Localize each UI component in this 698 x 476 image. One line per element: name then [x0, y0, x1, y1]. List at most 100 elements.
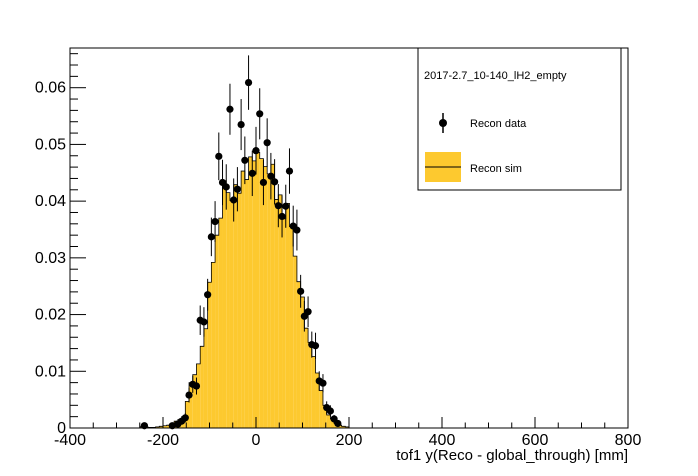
data-point	[192, 377, 201, 395]
sim-bin	[274, 199, 279, 428]
sim-bin	[282, 218, 286, 428]
sim-bin	[185, 401, 190, 428]
sim-bin	[229, 200, 234, 428]
sim-bin	[259, 158, 264, 428]
sim-bin	[159, 426, 163, 428]
x-axis-title: tof1 y(Reco - global_through) [mm]	[396, 447, 628, 464]
sim-bin	[319, 390, 323, 428]
data-point	[263, 118, 271, 168]
sim-bin	[218, 218, 223, 428]
data-point	[244, 55, 253, 110]
data-point	[326, 405, 334, 417]
data-point	[237, 99, 245, 151]
data-point	[215, 132, 223, 181]
sim-bin	[293, 256, 297, 428]
sim-bin	[341, 426, 346, 428]
data-point	[285, 148, 294, 194]
data-point	[181, 413, 189, 423]
sim-bin	[337, 425, 342, 428]
data-points	[140, 55, 342, 430]
legend-header: 2017-2.7_10-140_lH2_empty	[424, 70, 567, 82]
sim-bin	[300, 296, 305, 428]
sim-bin	[207, 282, 212, 428]
data-point	[293, 209, 301, 251]
data-point	[297, 274, 305, 308]
sim-bin	[189, 382, 193, 428]
sim-bin	[196, 363, 201, 428]
data-point	[278, 195, 286, 238]
sim-bin	[233, 184, 238, 428]
x-tick-label: 200	[336, 432, 363, 449]
sim-bin	[311, 356, 316, 428]
sim-bin	[322, 405, 327, 428]
data-point	[334, 419, 342, 428]
x-tick-label: 400	[429, 432, 456, 449]
y-tick-label: 0.06	[35, 80, 66, 97]
y-tick-label: 0.04	[35, 193, 66, 210]
data-point	[200, 307, 208, 337]
sim-bin	[163, 425, 167, 428]
x-tick-label: -200	[147, 432, 179, 449]
x-tick-label: 600	[522, 432, 549, 449]
sim-bin	[203, 328, 208, 428]
sim-bin	[278, 194, 283, 428]
sim-bin	[345, 426, 349, 428]
data-point	[274, 184, 282, 228]
y-tick-label: 0.05	[35, 136, 66, 153]
sim-bin	[263, 166, 268, 429]
data-point	[230, 178, 238, 222]
sim-bin	[226, 192, 230, 428]
legend-label-data: Recon data	[470, 118, 527, 130]
sim-bin	[256, 152, 260, 428]
y-tick-label: 0	[57, 420, 66, 437]
data-point	[304, 296, 312, 328]
sim-bin	[285, 203, 290, 428]
x-axis: -400 -200 0 200 400 600 800	[54, 417, 641, 449]
data-point	[256, 88, 264, 140]
sim-bin	[248, 156, 253, 429]
x-tick-label: 0	[252, 432, 261, 449]
sim-bin	[308, 342, 312, 428]
sim-bin	[315, 372, 320, 428]
y-tick-label: 0.01	[35, 363, 66, 380]
data-point	[211, 201, 219, 242]
sim-bin	[222, 180, 227, 428]
data-point	[222, 164, 230, 210]
sim-bin	[270, 164, 275, 428]
sim-histogram	[140, 151, 350, 429]
data-point	[319, 374, 327, 393]
data-point	[185, 387, 193, 403]
data-point	[241, 136, 249, 185]
y-axis: 0 0.01 0.02 0.03 0.04 0.05 0.06	[35, 53, 86, 437]
legend: 2017-2.7_10-140_lH2_empty Recon data Rec…	[417, 47, 622, 191]
sim-bin	[211, 262, 216, 428]
data-point	[311, 332, 320, 359]
y-tick-label: 0.02	[35, 307, 66, 324]
data-point	[226, 83, 234, 135]
data-point	[233, 167, 241, 212]
sim-bin	[192, 374, 197, 428]
sim-bin	[215, 235, 219, 428]
data-point	[248, 150, 256, 197]
legend-label-sim: Recon sim	[470, 163, 522, 175]
legend-marker-icon	[439, 119, 447, 127]
data-point	[252, 126, 260, 175]
data-point	[204, 278, 212, 311]
data-point	[271, 159, 279, 205]
sim-bin	[237, 193, 242, 428]
sim-bin	[200, 346, 204, 428]
sim-bin	[304, 328, 309, 428]
sim-bin	[166, 425, 171, 428]
sim-bin	[267, 173, 271, 428]
x-tick-label: -400	[54, 432, 86, 449]
data-point	[267, 152, 275, 200]
sim-bin	[241, 171, 245, 428]
x-tick-label: 800	[615, 432, 642, 449]
sim-bin	[244, 179, 249, 428]
y-tick-label: 0.03	[35, 250, 66, 267]
sim-bin	[326, 414, 331, 428]
data-point	[282, 184, 290, 228]
sim-bin	[296, 281, 301, 428]
data-point	[207, 217, 215, 257]
